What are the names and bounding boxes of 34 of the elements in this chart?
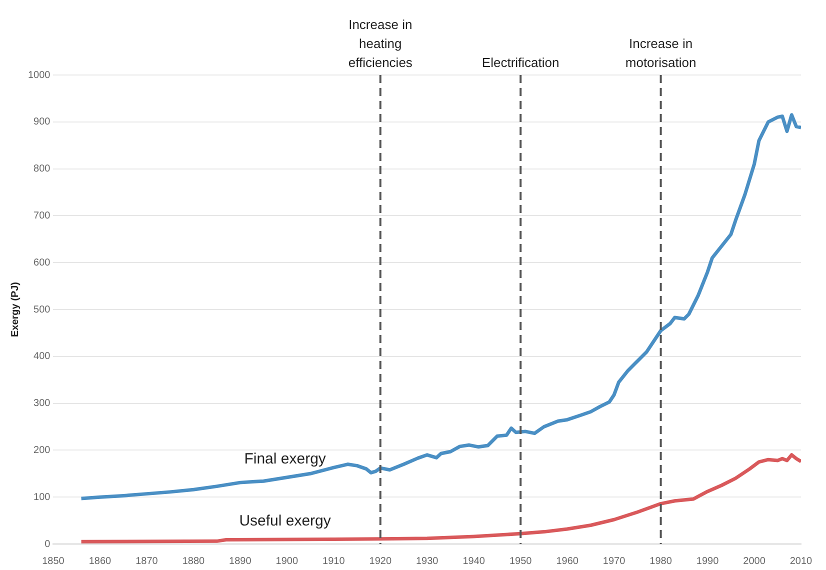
x-tick-label: 1960: [556, 556, 579, 567]
y-tick-label: 300: [34, 398, 51, 410]
x-tick-label: 1910: [322, 556, 346, 567]
x-tick-label: 1860: [88, 556, 112, 567]
y-tick-label: 200: [34, 444, 51, 456]
ref-line-label: Increase in motorisation: [625, 36, 696, 70]
series-label: Useful exergy: [239, 512, 332, 530]
y-tick-label: 500: [34, 304, 51, 316]
ref-line-label: Electrification: [482, 55, 560, 70]
x-tick-label: 1880: [182, 556, 206, 567]
x-tick-label: 1950: [509, 556, 532, 567]
y-tick-label: 1000: [28, 70, 51, 81]
x-tick-label: 1870: [136, 556, 158, 567]
x-tick-label: 1890: [229, 556, 252, 567]
x-tick-label: 1900: [276, 556, 298, 567]
x-tick-label: 1970: [602, 556, 626, 567]
x-tick-label: 1940: [462, 556, 486, 567]
x-tick-label: 1990: [696, 556, 720, 567]
x-tick-label: 1850: [42, 556, 65, 567]
x-tick-label: 2010: [790, 556, 813, 567]
y-tick-label: 600: [34, 257, 51, 268]
x-tick-label: 1920: [369, 556, 392, 567]
x-tick-label: 2000: [743, 556, 766, 567]
y-tick-label: 800: [34, 164, 51, 175]
y-tick-label: 900: [34, 116, 51, 128]
series-label: Final exergy: [244, 450, 326, 468]
y-tick-label: 700: [34, 210, 51, 222]
ref-line-label: Increase in heating efficiencies: [348, 17, 413, 70]
y-axis-title: Exergy (PJ): [10, 282, 21, 338]
x-tick-label: 1980: [650, 556, 672, 567]
y-tick-label: 100: [34, 492, 51, 503]
y-tick-label: 0: [44, 538, 51, 550]
y-tick-label: 400: [34, 351, 51, 362]
x-tick-label: 1930: [416, 556, 439, 567]
